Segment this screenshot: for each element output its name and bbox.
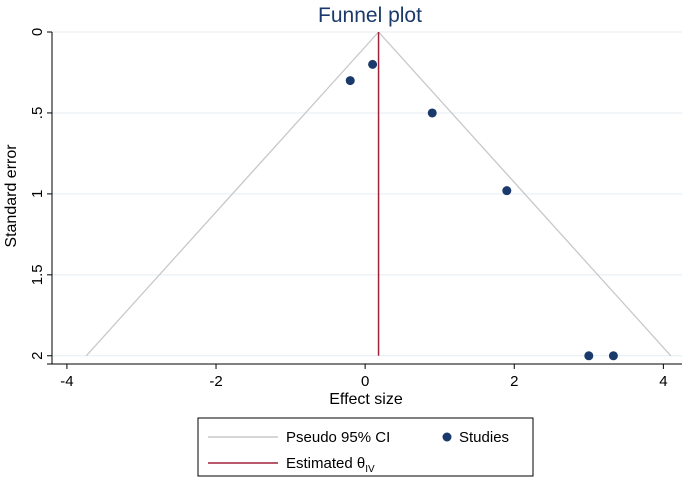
ci-left-line — [85, 31, 380, 357]
legend: Pseudo 95% CI Studies Estimated θIV — [197, 417, 534, 477]
gridlines — [52, 31, 682, 357]
legend-studies-label: Studies — [459, 429, 509, 446]
ci-right-line — [378, 31, 672, 357]
x-tick-label-4: 4 — [659, 373, 667, 390]
legend-ci-label: Pseudo 95% CI — [286, 429, 390, 446]
axes: 0 .5 1 1.5 2 -4 -2 0 2 4 — [29, 28, 682, 390]
x-tick-label-1: -2 — [209, 373, 222, 390]
legend-estimate-subscript: IV — [365, 464, 375, 475]
x-tick-label-0: -4 — [60, 373, 73, 390]
study-points — [345, 59, 618, 361]
x-tick-label-3: 2 — [510, 373, 518, 390]
y-tick-label-3: 1.5 — [29, 264, 46, 285]
study-point-0 — [345, 76, 355, 86]
y-tick-label-2: 1 — [29, 190, 46, 198]
chart-title: Funnel plot — [318, 4, 422, 27]
y-axis-label: Standard error — [3, 144, 20, 248]
legend-box — [197, 417, 534, 477]
y-tick-label-4: 2 — [29, 352, 46, 360]
legend-studies-swatch — [442, 432, 452, 442]
pseudo-ci-lines — [85, 31, 672, 357]
y-tick-label-1: .5 — [29, 107, 46, 120]
x-axis-label: Effect size — [329, 391, 403, 408]
study-point-3 — [502, 186, 512, 196]
study-point-1 — [368, 59, 378, 69]
legend-estimate-label: Estimated θIV — [286, 455, 375, 475]
study-point-5 — [608, 351, 618, 361]
x-tick-label-2: 0 — [361, 373, 369, 390]
legend-estimate-text: Estimated θ — [286, 455, 365, 472]
y-tick-label-0: 0 — [29, 28, 46, 36]
study-point-4 — [584, 351, 594, 361]
study-point-2 — [427, 108, 437, 118]
